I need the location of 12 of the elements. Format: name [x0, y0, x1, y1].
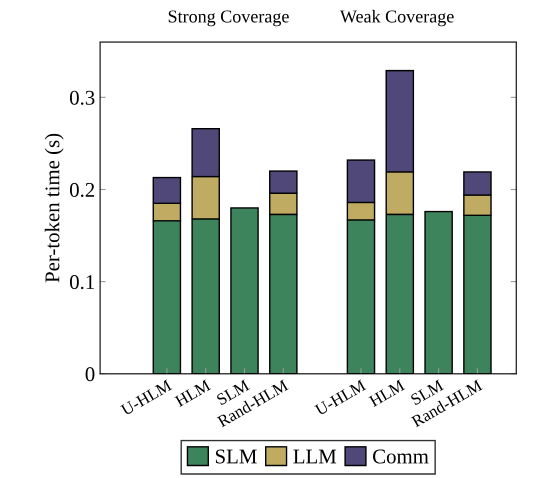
y-tick-label: 0 [86, 367, 94, 382]
text: Strong Coverage [168, 10, 289, 26]
x-tick-label: HLM [174, 379, 212, 407]
legend-label: SLM [216, 450, 257, 464]
y-tick-label: 0.1 [70, 275, 94, 290]
y-tick-label: 0.3 [70, 90, 94, 105]
legend-label: LLM [293, 450, 336, 464]
y-tick-label: 0.2 [70, 182, 94, 198]
x-tick-label: HLM [368, 379, 406, 407]
y-axis-title: Per-token time (s) [44, 134, 64, 282]
legend-label: Comm [373, 450, 429, 464]
text: Weak Coverage [340, 10, 454, 26]
